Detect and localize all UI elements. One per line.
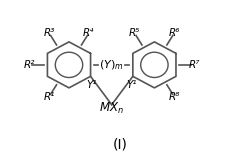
Text: R³: R³ — [43, 28, 55, 38]
Text: $(Y)_m$: $(Y)_m$ — [99, 58, 124, 72]
Text: R⁶: R⁶ — [168, 28, 180, 38]
Text: R⁴: R⁴ — [83, 28, 95, 38]
Text: Y¹: Y¹ — [86, 80, 97, 90]
Text: R¹: R¹ — [43, 92, 55, 102]
Text: (I): (I) — [113, 138, 127, 152]
Text: R⁷: R⁷ — [188, 60, 200, 70]
Text: R⁵: R⁵ — [129, 28, 140, 38]
Text: $MX_n$: $MX_n$ — [99, 101, 124, 116]
Text: Y¹: Y¹ — [126, 80, 137, 90]
Text: R²: R² — [24, 60, 35, 70]
Text: R⁸: R⁸ — [168, 92, 180, 102]
